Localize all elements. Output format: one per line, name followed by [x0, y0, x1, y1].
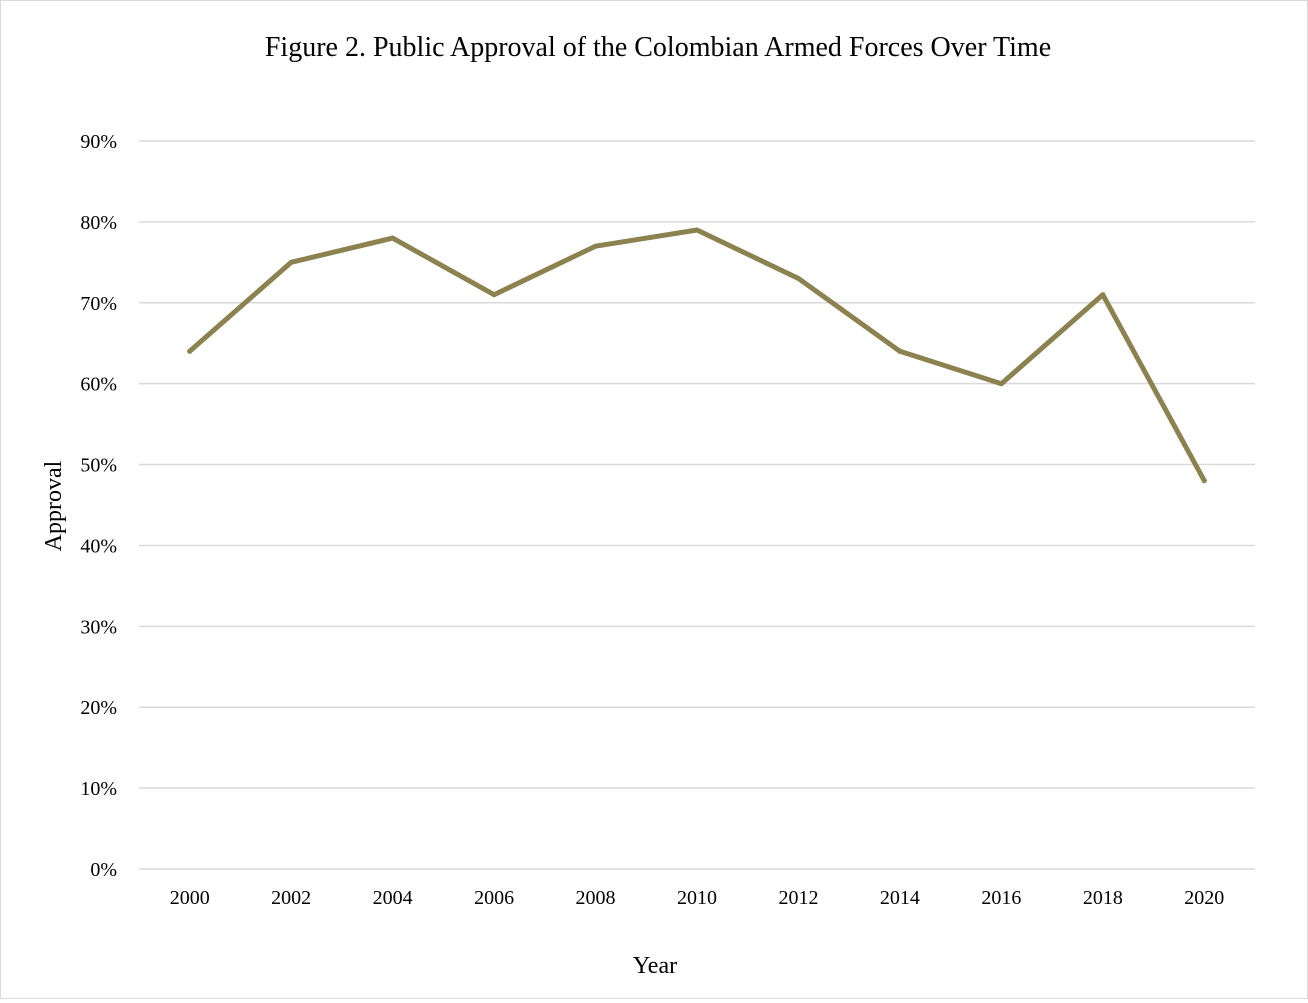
data-point	[795, 276, 801, 282]
data-point	[288, 259, 294, 265]
x-tick-label: 2020	[1184, 887, 1224, 909]
y-tick-label: 40%	[80, 535, 117, 557]
y-tick-label: 10%	[80, 778, 117, 800]
x-axis-ticks: 2000 2002 2004 2006 2008 2010 2012 2014 2016 2018…	[170, 887, 1225, 909]
x-tick-label: 2010	[677, 887, 717, 909]
x-tick-label: 2002	[271, 887, 311, 909]
data-point	[1201, 478, 1207, 484]
y-tick-label: 50%	[80, 455, 117, 477]
y-tick-label: 90%	[80, 131, 117, 153]
y-tick-label: 20%	[80, 697, 117, 719]
y-tick-label: 70%	[80, 293, 117, 315]
data-point	[390, 235, 396, 241]
series-layer	[187, 227, 1207, 484]
x-tick-label: 2004	[373, 887, 413, 909]
y-tick-label: 30%	[80, 616, 117, 638]
x-axis-label: Year	[633, 953, 677, 979]
data-point	[694, 227, 700, 233]
x-tick-label: 2008	[576, 887, 616, 909]
series-line	[187, 227, 1207, 484]
x-tick-label: 2018	[1083, 887, 1123, 909]
data-point	[998, 381, 1004, 387]
y-tick-label: 60%	[80, 374, 117, 396]
data-point	[1100, 292, 1106, 298]
chart-title: Figure 2. Public Approval of the Colombi…	[265, 32, 1051, 63]
x-tick-label: 2014	[880, 887, 920, 909]
data-point	[593, 243, 599, 249]
data-point	[491, 292, 497, 298]
y-axis-ticks: 0% 10% 20% 30% 40% 50% 60% 70% 80% 90%	[80, 131, 117, 881]
data-point	[897, 348, 903, 354]
data-point	[187, 348, 193, 354]
x-tick-label: 2006	[474, 887, 514, 909]
x-tick-label: 2012	[778, 887, 818, 909]
gridlines	[139, 140, 1255, 870]
x-tick-label: 2016	[981, 887, 1021, 909]
y-tick-label: 0%	[90, 859, 117, 881]
y-axis-label: Approval	[41, 460, 67, 551]
y-tick-label: 80%	[80, 212, 117, 234]
x-tick-label: 2000	[170, 887, 210, 909]
